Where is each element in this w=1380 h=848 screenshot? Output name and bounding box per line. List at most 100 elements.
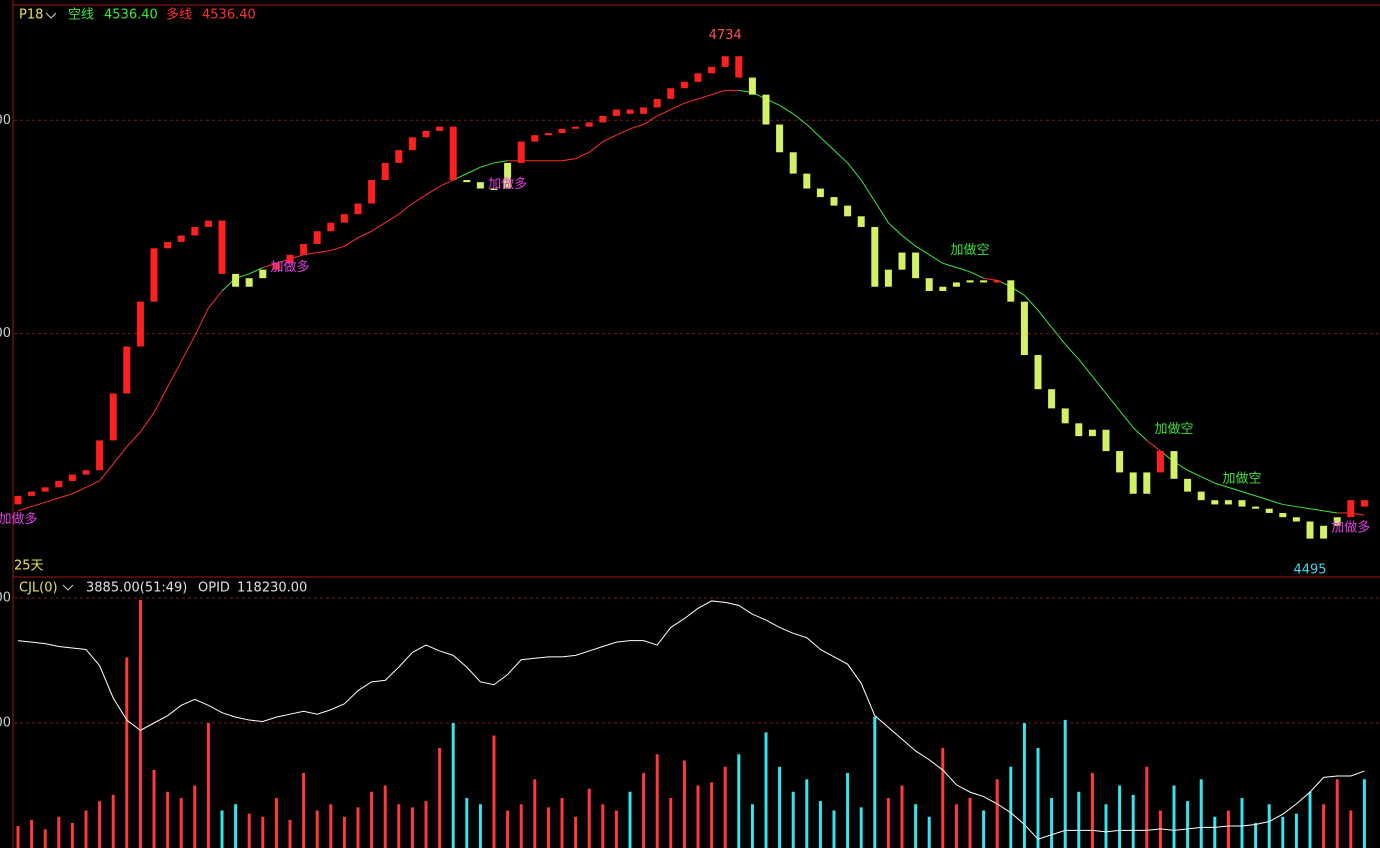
candle-body bbox=[966, 280, 974, 283]
volume-bar bbox=[859, 807, 863, 848]
ma-line-segment bbox=[357, 230, 372, 239]
ma-line-segment bbox=[616, 128, 631, 136]
candle-body bbox=[776, 124, 784, 153]
volume-bar bbox=[655, 754, 659, 848]
candle-body bbox=[816, 188, 824, 198]
candle-body bbox=[136, 301, 144, 347]
legend-name: 多线 bbox=[166, 7, 192, 23]
ma-line-segment bbox=[561, 158, 576, 162]
candle-body bbox=[1061, 408, 1069, 424]
ma-line-segment bbox=[928, 254, 944, 264]
candle-body bbox=[1116, 451, 1124, 473]
opid-name: OPID bbox=[198, 581, 230, 596]
candle-body bbox=[1020, 301, 1028, 356]
candle-body bbox=[164, 241, 172, 249]
volume-bar bbox=[179, 798, 183, 848]
volume-bar bbox=[737, 754, 741, 848]
ma-line-segment bbox=[466, 166, 481, 175]
volume-bar bbox=[614, 810, 618, 848]
dropdown-icon[interactable] bbox=[45, 12, 57, 19]
ma-line-segment bbox=[72, 486, 87, 495]
candle-body bbox=[177, 235, 185, 242]
volume-bar bbox=[98, 801, 102, 848]
candle-body bbox=[1252, 506, 1260, 509]
ma-line-segment bbox=[1105, 393, 1120, 411]
candle-body bbox=[884, 269, 892, 287]
candle-body bbox=[748, 77, 756, 95]
candle-body bbox=[1333, 517, 1341, 526]
candle-body bbox=[789, 152, 797, 174]
volume-bar bbox=[1335, 779, 1339, 848]
legend-value: 4536.40 bbox=[202, 8, 256, 23]
volume-bar bbox=[138, 599, 142, 848]
candle-body bbox=[1184, 478, 1192, 492]
ma-line-segment bbox=[1132, 427, 1148, 441]
candle-body bbox=[517, 141, 525, 163]
volume-bar bbox=[166, 791, 170, 848]
ma-line-segment bbox=[480, 162, 495, 168]
candle-body bbox=[204, 220, 212, 227]
candle-body bbox=[490, 188, 498, 191]
candle-body bbox=[1170, 451, 1178, 479]
candle-body bbox=[55, 480, 63, 488]
candle-body bbox=[82, 470, 90, 475]
volume-bar bbox=[1131, 794, 1135, 848]
ma-line-segment bbox=[629, 124, 644, 130]
ma-line-segment bbox=[112, 446, 128, 465]
ma-line-segment bbox=[180, 335, 196, 362]
volume-bar bbox=[995, 779, 999, 848]
volume-bar bbox=[288, 819, 292, 848]
candle-body bbox=[1048, 389, 1056, 409]
candle-body bbox=[1143, 472, 1151, 494]
ma-line-segment bbox=[398, 203, 413, 215]
y-tick-label: 4000 bbox=[0, 591, 11, 606]
ma-line-segment bbox=[139, 412, 155, 433]
volume-bar bbox=[1172, 785, 1176, 848]
ma-line-segment bbox=[17, 506, 32, 512]
ma-line-segment bbox=[1078, 358, 1093, 377]
candle-body bbox=[544, 133, 552, 136]
candle-body bbox=[1238, 500, 1246, 507]
candle-body bbox=[612, 109, 620, 116]
ma-line-segment bbox=[330, 245, 345, 251]
legend-name: 空线 bbox=[68, 8, 94, 23]
signal-label: 加做多 bbox=[270, 259, 309, 275]
ma-line-segment bbox=[248, 267, 264, 275]
volume-bar bbox=[410, 807, 414, 848]
volume-bar bbox=[1362, 779, 1366, 848]
volume-bar bbox=[465, 798, 469, 848]
candle-body bbox=[286, 254, 294, 264]
candle-body bbox=[803, 173, 811, 189]
volume-bar bbox=[70, 823, 74, 848]
ma-line-segment bbox=[1282, 503, 1297, 508]
candle-body bbox=[327, 222, 335, 232]
signal-label: 加做空 bbox=[1154, 422, 1193, 437]
y-tick-label: 2000 bbox=[0, 716, 11, 731]
candle-body bbox=[272, 263, 280, 270]
ma-line-segment bbox=[153, 386, 169, 413]
ma-line-segment bbox=[58, 493, 73, 499]
candle-body bbox=[245, 278, 253, 287]
signal-label: 加做多 bbox=[1331, 519, 1370, 535]
ma-line-segment bbox=[1024, 294, 1039, 311]
candle-body bbox=[871, 226, 879, 287]
volume-bar bbox=[1036, 748, 1040, 848]
ma-line-segment bbox=[412, 194, 427, 204]
ma-line-segment bbox=[425, 185, 440, 196]
candle-body bbox=[14, 495, 22, 505]
ma-line-segment bbox=[792, 113, 808, 125]
candle-body bbox=[381, 162, 389, 181]
dropdown-icon[interactable] bbox=[62, 584, 74, 591]
ma-line-segment bbox=[697, 94, 712, 100]
ma-line-segment bbox=[888, 222, 903, 236]
volume-bar bbox=[601, 804, 605, 848]
candle-body bbox=[1034, 355, 1042, 390]
candle-body bbox=[599, 115, 607, 123]
volume-bar bbox=[982, 810, 986, 848]
ma-line-segment bbox=[1255, 495, 1270, 501]
ma-line-segment bbox=[1064, 344, 1080, 360]
ma-line-segment bbox=[847, 162, 862, 181]
opid-value: 118230.00 bbox=[237, 581, 307, 596]
extreme-label: 4734 bbox=[709, 28, 742, 43]
candle-body bbox=[952, 282, 960, 287]
